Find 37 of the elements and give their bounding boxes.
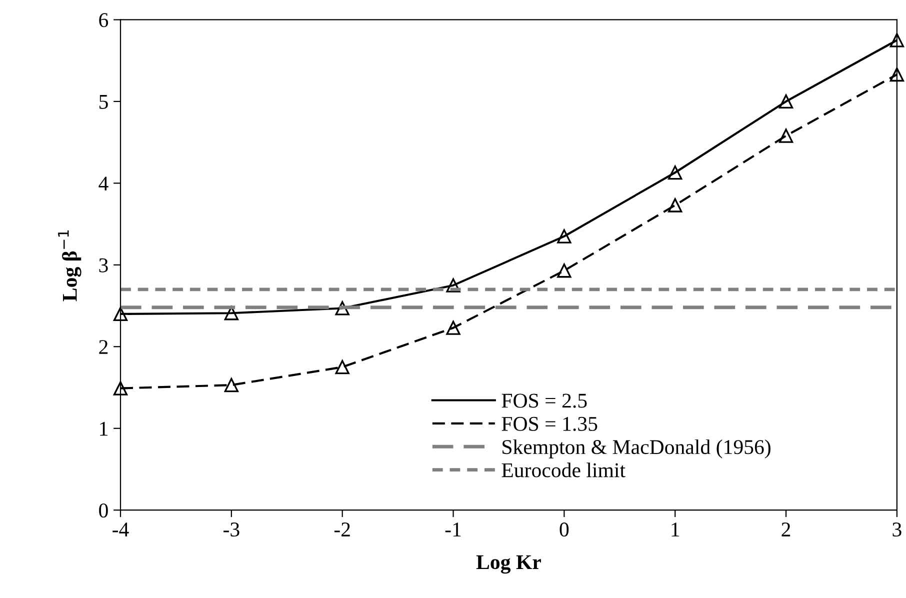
point xyxy=(446,278,460,292)
x-tick-label: 0 xyxy=(560,522,569,537)
y-tick-label: 4 xyxy=(98,176,108,190)
legend-label: FOS = 1.35 xyxy=(502,416,598,432)
y-tick-label: 5 xyxy=(99,95,108,109)
y-tick-label: 0 xyxy=(99,503,108,518)
x-axis-title: Log Kr xyxy=(476,555,541,574)
point xyxy=(446,320,460,335)
x-tick-label: -1 xyxy=(445,522,461,536)
x-tick-label: 2 xyxy=(782,522,790,536)
x-tick-label: -4 xyxy=(112,522,129,536)
point xyxy=(224,378,239,392)
x-tick-label: -3 xyxy=(224,522,240,537)
point xyxy=(335,301,350,316)
point xyxy=(668,198,682,212)
point xyxy=(557,229,572,244)
y-tick-label: 2 xyxy=(99,340,108,354)
legend-label: FOS = 2.5 xyxy=(502,394,587,408)
point xyxy=(335,360,350,374)
point xyxy=(557,264,572,278)
y-tick-label: 3 xyxy=(99,258,108,272)
y-tick-label: 6 xyxy=(99,13,108,28)
point xyxy=(890,67,904,82)
point xyxy=(778,94,794,109)
point xyxy=(778,128,794,143)
point xyxy=(113,381,128,396)
legend-label: Eurocode limit xyxy=(502,462,626,478)
x-tick-label: -2 xyxy=(334,522,350,536)
y-axis-title: Log β$^{−1}$ xyxy=(58,230,82,302)
x-tick-label: 1 xyxy=(672,522,680,536)
y-tick-label: 1 xyxy=(100,422,108,436)
x-tick-label: 3 xyxy=(892,522,902,537)
legend-label: Skempton & MacDonald (1956) xyxy=(502,439,770,458)
point xyxy=(890,33,904,48)
point xyxy=(668,165,682,180)
point xyxy=(113,306,128,322)
point xyxy=(224,306,239,320)
